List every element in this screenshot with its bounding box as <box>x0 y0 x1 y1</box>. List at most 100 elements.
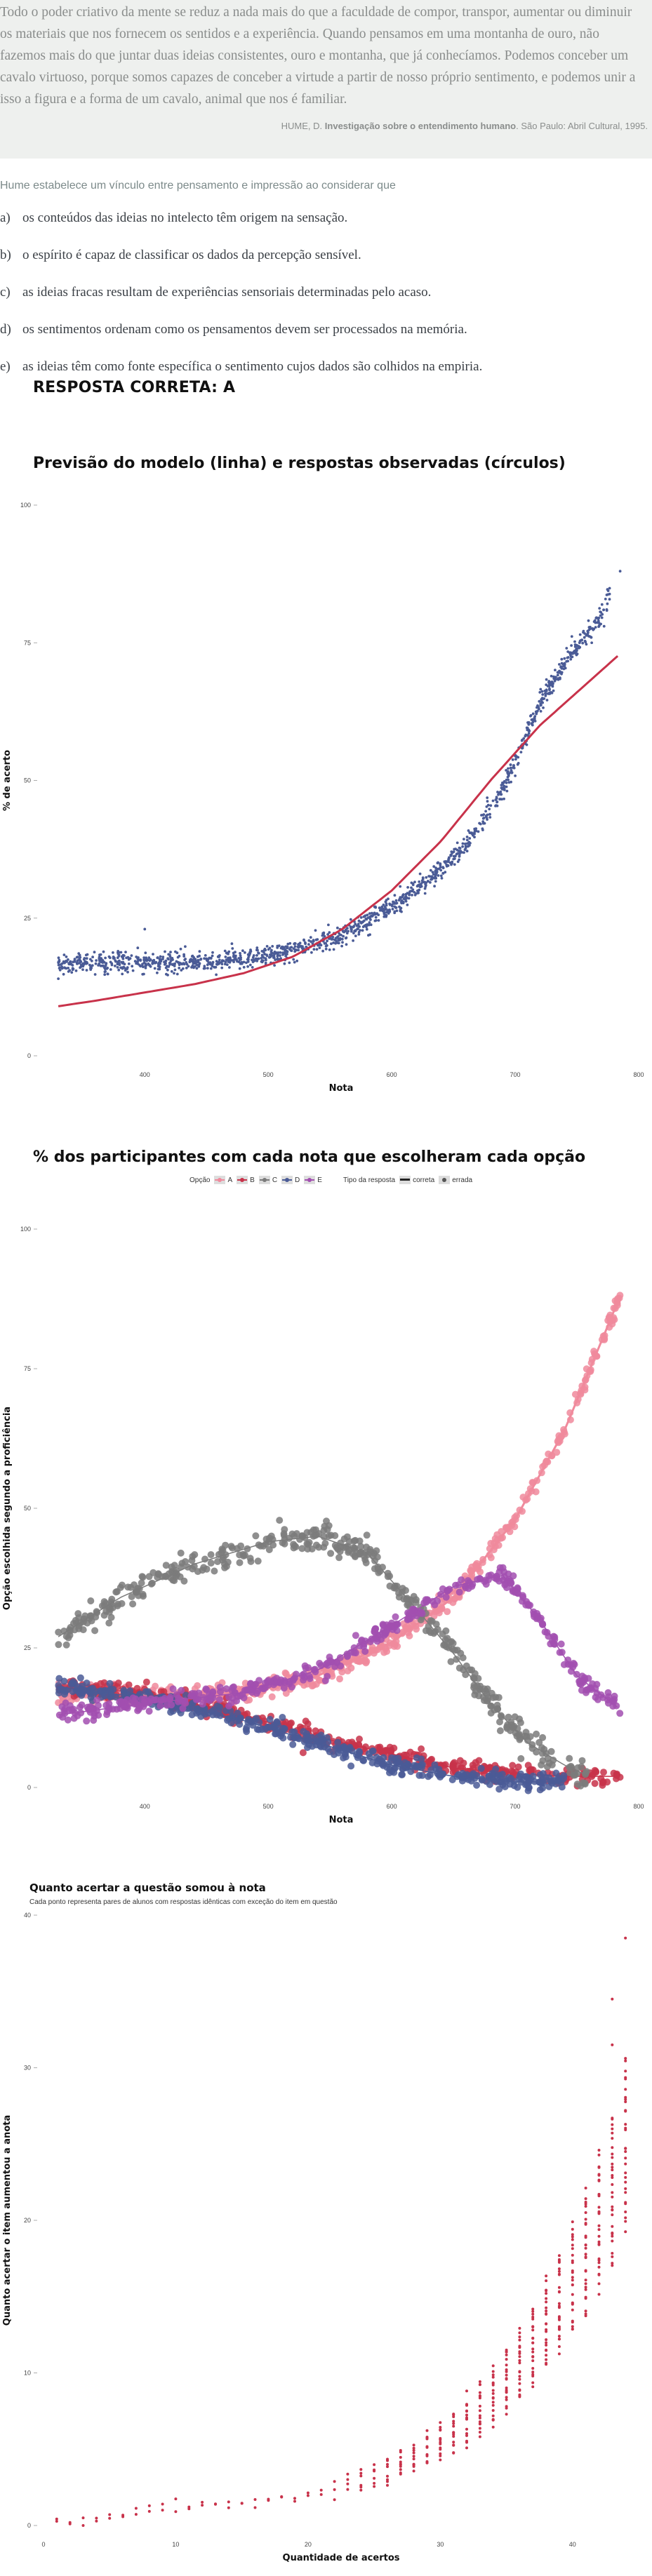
chart1-observed-point <box>522 737 526 740</box>
chart1-observed-point <box>589 635 592 638</box>
chart3-point <box>478 2420 481 2424</box>
chart1-observed-point <box>514 758 517 761</box>
option-a: a) os conteúdos das ideias no intelecto t… <box>0 210 347 226</box>
chart2-point-b <box>125 1681 133 1689</box>
chart3-point <box>531 2381 535 2384</box>
chart3-point <box>134 2507 138 2510</box>
chart1-observed-point <box>482 817 486 819</box>
chart2-point-c <box>544 1755 552 1762</box>
chart3-point <box>412 2469 415 2473</box>
chart3-point <box>505 2386 508 2389</box>
chart3-point <box>571 2276 574 2279</box>
chart2-point-d <box>255 1719 263 1726</box>
chart1-observed-point <box>312 939 315 942</box>
chart2-point-e <box>519 1593 527 1601</box>
chart1-observed-point <box>248 963 252 967</box>
chart1-observed-point <box>340 934 342 937</box>
chart2-point-d <box>463 1771 471 1778</box>
chart3-point <box>557 2325 561 2328</box>
chart1-observed-point <box>592 628 595 631</box>
chart1-observed-point <box>443 860 446 864</box>
chart1-observed-point <box>394 906 398 909</box>
chart1-observed-point <box>229 956 232 959</box>
chart3-point <box>399 2450 402 2454</box>
chart1-observed-point <box>491 799 495 803</box>
chart3-point <box>584 2202 587 2206</box>
chart1-observed-point <box>495 800 498 804</box>
chart3-point <box>611 2168 614 2172</box>
chart1-observed-point <box>580 638 584 642</box>
chart2-point-d <box>305 1741 313 1748</box>
chart1-observed-point <box>328 948 331 951</box>
chart2-point-e <box>405 1615 413 1623</box>
chart1-observed-point <box>284 954 287 958</box>
chart3-point <box>518 2377 521 2381</box>
chart1-observed-point <box>485 805 488 808</box>
chart1-observed-point <box>234 951 237 954</box>
chart3-point <box>505 2406 508 2410</box>
chart2-point-c <box>168 1563 175 1571</box>
chart2-point-d <box>112 1693 119 1701</box>
chart2-point-c <box>578 1757 586 1764</box>
chart2-point-c <box>517 1755 525 1762</box>
chart2-point-c <box>229 1544 236 1552</box>
chart3-point <box>452 2441 455 2444</box>
chart1-observed-point <box>297 943 300 946</box>
chart2-point-e <box>60 1707 68 1715</box>
chart1-observed-point <box>342 930 345 933</box>
chart1-observed-point <box>145 964 148 967</box>
chart1-observed-point <box>547 680 550 684</box>
chart2-point-c <box>442 1627 450 1635</box>
chart1-observed-point <box>505 789 509 793</box>
chart2-point-c <box>129 1600 137 1608</box>
chart1-observed-point <box>581 641 585 645</box>
chart2-point-a <box>581 1386 589 1394</box>
chart1-observed-point <box>553 679 557 683</box>
chart2-xlabel: Nota <box>329 1815 354 1825</box>
chart2-point-d <box>279 1714 286 1721</box>
chart1-observed-point <box>227 960 230 963</box>
chart1-observed-point <box>353 930 357 932</box>
chart1-observed-point <box>173 968 177 972</box>
chart1-observed-point <box>60 965 63 968</box>
chart1-observed-point <box>58 966 62 970</box>
chart1-observed-point <box>264 948 267 952</box>
chart1-observed-point <box>67 958 69 961</box>
chart3-point <box>518 2361 521 2365</box>
chart1-observed-point <box>402 893 405 896</box>
chart3-point <box>611 2176 614 2179</box>
chart3-point <box>491 2396 495 2400</box>
chart1-observed-point <box>307 939 311 942</box>
chart3-point <box>399 2460 402 2464</box>
chart1-observed-point <box>141 972 145 976</box>
chart1-observed-point <box>382 911 386 914</box>
chart1-observed-point <box>435 868 439 871</box>
chart1-observed-point <box>121 972 124 976</box>
chart2-point-c <box>75 1614 83 1621</box>
chart1-observed-point <box>484 810 487 813</box>
chart1-observed-point <box>594 626 597 629</box>
chart2-point-d <box>106 1679 114 1687</box>
chart1-observed-point <box>428 875 432 878</box>
chart3-point <box>611 2162 614 2166</box>
chart2-xtick: 800 <box>633 1803 644 1810</box>
chart1-observed-point <box>211 951 214 954</box>
chart2-point-d <box>288 1728 296 1736</box>
chart3-point <box>505 2370 508 2373</box>
chart2-point-d <box>388 1767 396 1775</box>
chart1-observed-point <box>170 970 173 973</box>
chart1-observed-point <box>301 945 304 948</box>
chart3-point <box>571 2247 574 2250</box>
chart1-observed-point <box>551 685 554 688</box>
chart3-point <box>557 2254 561 2258</box>
chart1-observed-point <box>441 866 444 868</box>
chart1-observed-point <box>182 953 185 956</box>
legend-key-b: B <box>237 1176 255 1184</box>
chart2-line-a <box>58 1301 619 1697</box>
chart2-point-c <box>471 1670 479 1677</box>
chart2-point-b <box>286 1720 294 1728</box>
chart1-observed-point <box>337 938 340 941</box>
chart2-point-e <box>178 1686 185 1694</box>
chart3-point <box>584 2253 587 2256</box>
chart1-observed-point <box>500 788 504 791</box>
